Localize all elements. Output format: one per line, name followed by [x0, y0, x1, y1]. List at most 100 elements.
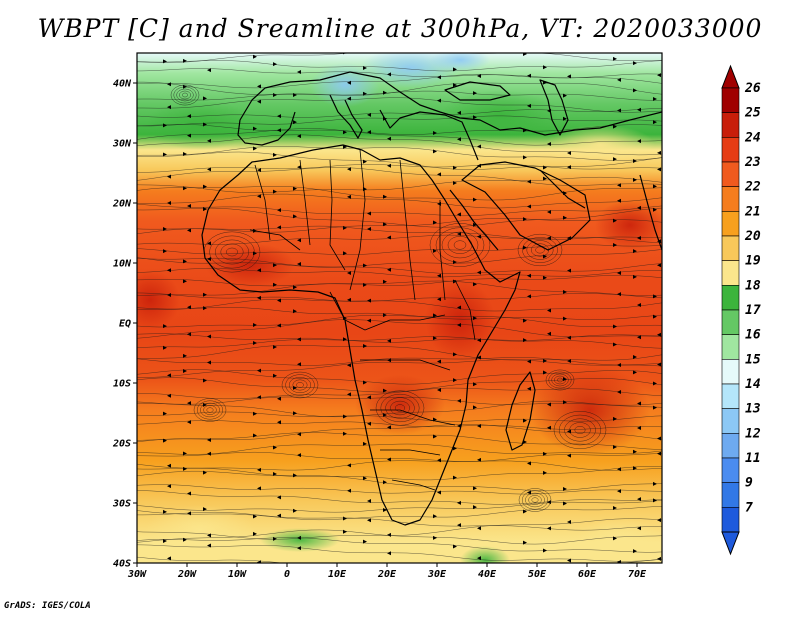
streamline-arrow [293, 285, 297, 290]
streamline-arrow [433, 514, 437, 519]
vortex-loop [574, 426, 586, 434]
streamline-arrow [343, 431, 347, 436]
streamline-arrow [363, 263, 367, 268]
madagascar-coastline [505, 371, 536, 451]
streamline-arrow [257, 486, 261, 491]
vortex-loop [554, 375, 566, 385]
colorbar-swatch [721, 161, 740, 187]
streamline-arrow [187, 332, 191, 337]
streamline-arrow [367, 421, 371, 426]
streamline-arrow [457, 398, 461, 403]
colorbar-label: 17 [745, 303, 761, 318]
streamline-arrow [363, 476, 367, 481]
vortex-loop [176, 88, 194, 102]
caspian-coastline [539, 79, 569, 136]
streamline-arrow [633, 466, 637, 471]
streamline [137, 249, 662, 268]
streamline [137, 314, 662, 328]
streamline-arrow [293, 385, 297, 390]
vortex-loop [214, 239, 250, 265]
streamline-arrow [363, 380, 367, 385]
streamline-arrow [473, 91, 477, 96]
streamline-arrow [477, 556, 481, 561]
streamline-arrow [167, 200, 171, 205]
vortex-loop [558, 414, 602, 446]
streamline-arrow [477, 423, 481, 428]
streamline-arrow [273, 152, 277, 157]
colorbar-label: 13 [745, 402, 761, 417]
streamline-arrow [633, 370, 637, 375]
streamline-arrow [387, 532, 391, 537]
colorbar-label: 19 [745, 254, 761, 269]
streamline-arrow [387, 457, 391, 462]
streamline-arrow [387, 267, 391, 272]
streamline-arrow [433, 149, 437, 154]
streamline-arrow [347, 488, 351, 493]
vortex-loop [220, 243, 244, 261]
streamline-arrow [613, 218, 617, 223]
lon-tick-label: 30E [427, 569, 447, 580]
streamline-arrow [633, 158, 637, 163]
colorbar-label: 24 [744, 130, 761, 145]
streamline-arrow [187, 401, 191, 406]
streamline-arrow [207, 68, 211, 73]
streamline [137, 484, 662, 495]
streamline-arrow [253, 126, 257, 131]
vortex-loop [526, 240, 554, 260]
streamline-arrow [457, 232, 461, 237]
streamline-arrow [163, 411, 167, 416]
streamline-arrow [563, 377, 567, 382]
streamline-arrow [367, 518, 371, 523]
streamline-arrow [167, 174, 171, 179]
vortex-loop [435, 227, 485, 263]
streamline-arrow [457, 500, 461, 505]
streamline-arrow [437, 490, 441, 495]
streamline-arrow [167, 373, 171, 378]
streamline-arrow [543, 358, 547, 363]
cool-lobe [460, 546, 510, 563]
streamline-arrow [347, 96, 351, 101]
streamline-arrow [207, 334, 211, 339]
colorbar-label: 23 [744, 155, 761, 170]
streamline-arrow [187, 203, 191, 208]
streamline-arrow [617, 489, 621, 494]
vortex-loop [394, 404, 406, 412]
vortex-loop [200, 402, 220, 418]
streamline-arrow [163, 249, 167, 254]
streamline-arrow [563, 501, 567, 506]
streamline-arrow [433, 248, 437, 253]
streamline-arrow [257, 99, 261, 104]
streamline-arrow [297, 362, 301, 367]
streamline-arrow [207, 533, 211, 538]
streamline-arrow [633, 88, 637, 93]
streamline-arrow [567, 165, 571, 170]
streamline-arrow [567, 335, 571, 340]
streamline-arrow [207, 451, 211, 456]
colorbar-label: 20 [744, 229, 761, 244]
streamline [137, 292, 662, 302]
streamline-arrow [637, 107, 641, 112]
streamline-arrow [183, 369, 187, 374]
streamline [137, 74, 662, 89]
colorbar-swatch [721, 507, 740, 533]
streamline-arrow [527, 461, 531, 466]
streamline-arrow [567, 358, 571, 363]
streamline-arrow [183, 451, 187, 456]
colorbar-label: 16 [745, 328, 761, 343]
streamline-arrow [547, 526, 551, 531]
latitude-axis: 40N 30N 20N 10N EQ 10S 20S 30S 40S [112, 79, 137, 570]
streamline-arrow [203, 184, 207, 189]
streamline-arrow [657, 167, 661, 172]
country-borders [249, 149, 476, 491]
streamline [137, 369, 662, 385]
streamline-arrow [347, 363, 351, 368]
streamline [137, 299, 662, 312]
streamline-arrow [657, 332, 661, 337]
streamline-arrow [347, 463, 351, 468]
streamline [137, 60, 662, 72]
streamline-arrow [167, 484, 171, 489]
streamline-arrow [257, 368, 261, 373]
warm-core [425, 280, 495, 360]
streamline-arrow [167, 393, 171, 398]
arabia-coastline [461, 161, 591, 251]
